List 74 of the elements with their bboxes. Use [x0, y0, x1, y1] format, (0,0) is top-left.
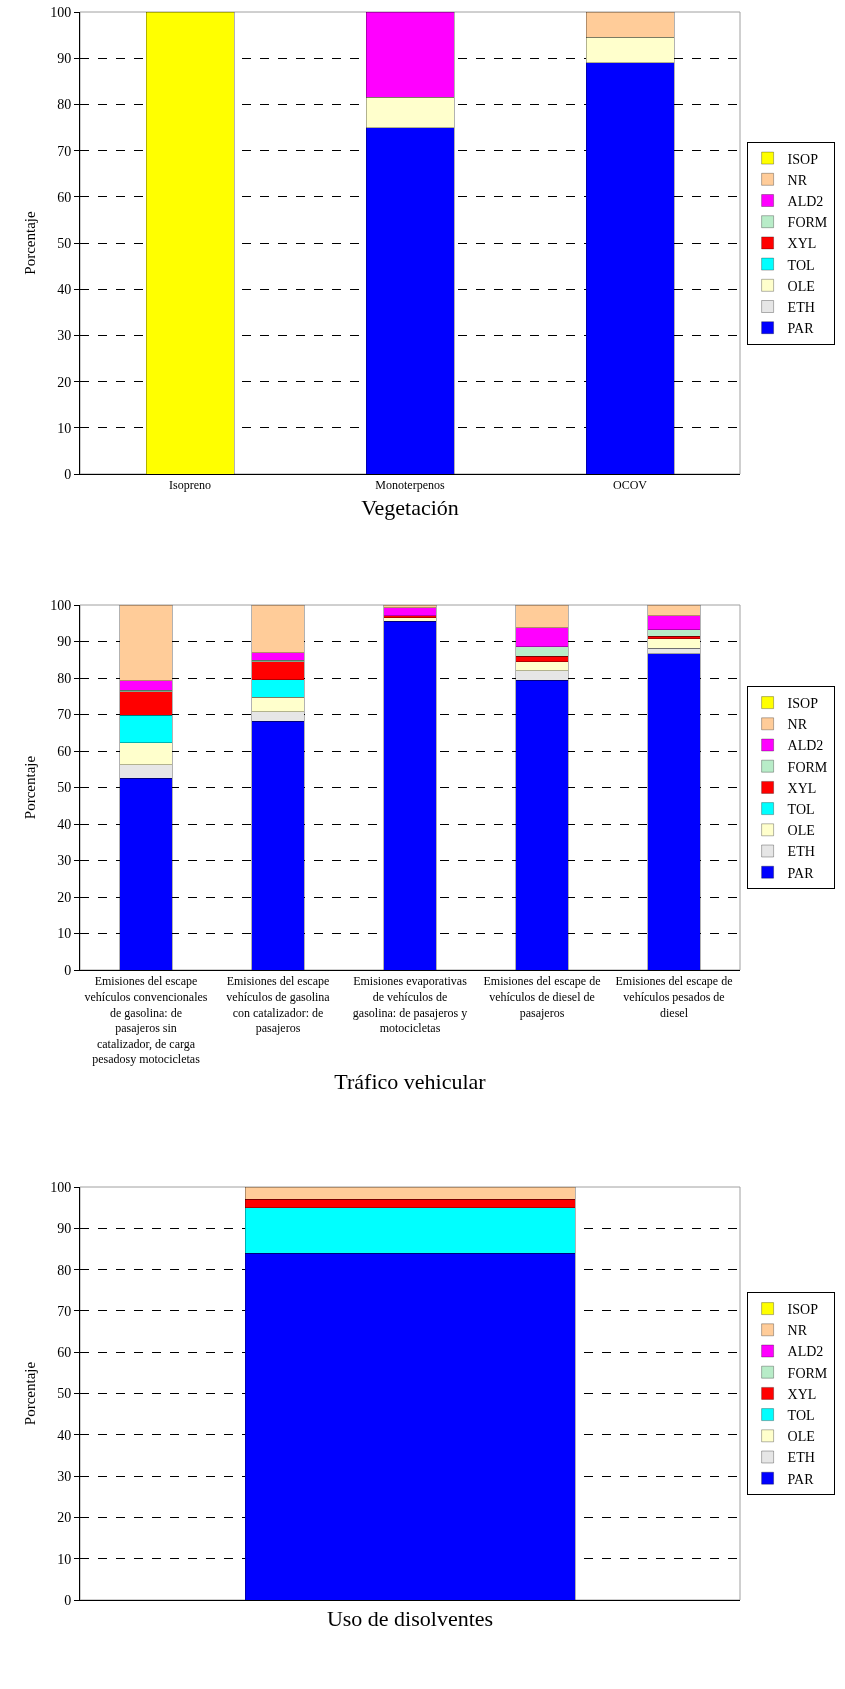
x-tick-label: Isopreno: [169, 478, 211, 493]
y-tick-label: 70: [57, 1303, 72, 1319]
x-axis-title: Vegetación: [361, 495, 459, 521]
legend-label: ETH: [787, 1450, 815, 1466]
legend-label: ALD2: [787, 738, 824, 754]
y-tick-label: 30: [57, 853, 72, 869]
y-tick-label: 20: [57, 374, 72, 390]
y-tick-label: 40: [57, 816, 72, 832]
y-tick-label: 60: [57, 189, 72, 205]
x-tick-label: OCOV: [612, 478, 648, 493]
legend-label: XYL: [787, 1386, 817, 1402]
y-tick-label: 40: [57, 1427, 72, 1443]
y-tick-label: 80: [57, 97, 72, 113]
legend-label: XYL: [787, 236, 817, 252]
legend-label: ALD2: [787, 193, 824, 209]
x-axis-title: Tráfico vehicular: [334, 1069, 487, 1095]
y-tick-label: 50: [57, 1386, 72, 1402]
x-tick-label: Emisiones del escape de vehículos pesados de diesel: [615, 974, 733, 1020]
y-tick-label: 20: [57, 889, 72, 905]
y-tick-label: 60: [57, 743, 72, 759]
y-tick-label: 20: [57, 1510, 72, 1526]
legend-label: XYL: [787, 780, 817, 796]
y-tick-label: 50: [57, 235, 72, 251]
y-tick-label: 30: [57, 1469, 72, 1484]
legend-label: NR: [787, 172, 808, 188]
legend-label: ETH: [787, 844, 815, 860]
y-tick-label: 10: [57, 926, 72, 942]
y-tick-label: 0: [64, 962, 72, 978]
legend-label: ETH: [787, 299, 815, 315]
x-tick-label: Monoterpenos: [375, 478, 445, 493]
y-axis-title: Porcentaje: [22, 211, 39, 275]
y-tick-label: 70: [57, 707, 72, 723]
legend-label: TOL: [787, 257, 815, 273]
legend-label: PAR: [787, 1471, 815, 1487]
legend-label: ISOP: [787, 696, 819, 712]
legend-label: NR: [787, 717, 808, 733]
x-axis-title: Uso de disolventes: [326, 1606, 494, 1632]
y-tick-label: 70: [57, 143, 72, 159]
x-tick-label: Emisiones del escape vehículos convencionales de gasolina: de pasajeros sin catalizador, de carga pesadosy motocicletas: [84, 974, 208, 1067]
y-tick-label: 30: [57, 328, 72, 344]
y-axis-title: Porcentaje: [22, 1361, 39, 1426]
y-tick-label: 0: [64, 466, 72, 482]
y-tick-label: 10: [57, 1551, 72, 1567]
legend-label: ISOP: [787, 151, 819, 167]
y-tick-label: 90: [57, 1221, 72, 1237]
y-tick-label: 80: [57, 1262, 72, 1278]
y-tick-label: 10: [57, 420, 72, 436]
y-tick-label: 60: [57, 1345, 72, 1361]
x-tick-label: Emisiones del escape vehículos de gasolina con catalizador: de pasajeros: [226, 974, 331, 1036]
legend-label: FORM: [787, 759, 828, 775]
legend-label: TOL: [787, 1408, 815, 1424]
legend-label: ALD2: [787, 1344, 824, 1360]
legend-label: NR: [787, 1323, 808, 1339]
legend-label: FORM: [787, 215, 828, 231]
legend-label: PAR: [787, 321, 815, 337]
x-tick-label: Emisiones del escape de vehículos de diesel de pasajeros: [483, 974, 601, 1020]
y-axis-title: Porcentaje: [22, 755, 39, 820]
y-tick-label: 90: [57, 51, 72, 67]
legend-label: ISOP: [787, 1302, 819, 1318]
y-tick-label: 100: [50, 597, 72, 613]
legend-label: OLE: [787, 278, 815, 294]
legend-label: TOL: [787, 802, 815, 818]
legend-label: OLE: [787, 823, 815, 839]
y-tick-label: 80: [57, 670, 72, 686]
legend-label: PAR: [787, 865, 815, 881]
x-tick-label: Emisiones evaporativas de vehículos de gasolina: de pasajeros y motocicletas: [352, 974, 468, 1036]
y-tick-label: 40: [57, 282, 72, 298]
y-tick-label: 50: [57, 780, 72, 796]
y-tick-label: 90: [57, 634, 72, 650]
legend-label: OLE: [787, 1429, 815, 1445]
y-tick-label: 0: [64, 1592, 72, 1608]
y-tick-label: 100: [50, 1179, 72, 1195]
legend-label: FORM: [787, 1365, 828, 1381]
y-tick-label: 100: [50, 4, 72, 20]
